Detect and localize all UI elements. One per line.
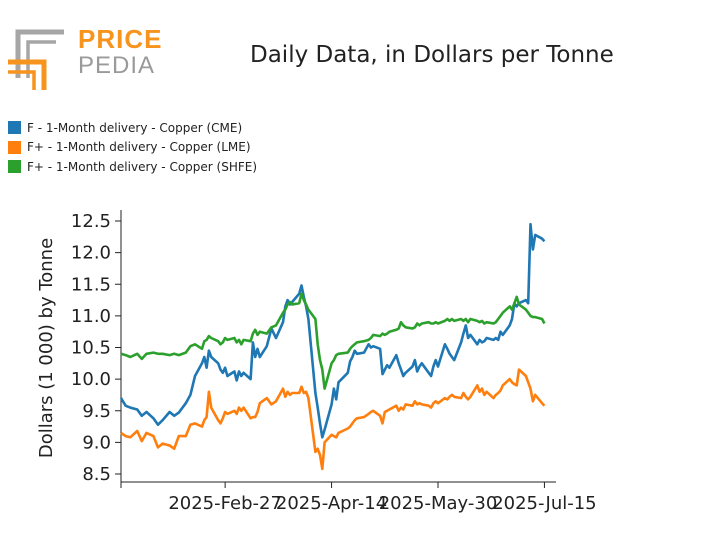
legend-item-shfe: F+ - 1-Month delivery - Copper (SHFE): [8, 157, 257, 177]
legend-label-lme: F+ - 1-Month delivery - Copper (LME): [27, 140, 251, 155]
y-axis-label: Dollars (1 000) by Tonne: [36, 238, 57, 458]
y-tick-label: 8.5: [82, 464, 111, 485]
x-tick-label: 2025-Apr-14: [276, 493, 387, 514]
legend-label-cme: F - 1-Month delivery - Copper (CME): [27, 120, 243, 135]
y-tick-label: 12.0: [71, 243, 111, 264]
pricepedia-logo: PRICE PEDIA: [0, 0, 170, 95]
y-tick-label: 12.5: [71, 211, 111, 232]
y-tick-label: 11.5: [71, 274, 111, 295]
y-tick-label: 9.5: [82, 401, 111, 422]
logo-mark-icon: [8, 29, 64, 90]
legend-swatch-shfe: [8, 160, 21, 174]
chart-title: Daily Data, in Dollars per Tonne: [250, 42, 614, 68]
y-tick-label: 9.0: [82, 432, 111, 453]
logo-word-price: PRICE: [78, 24, 163, 54]
series-line-cme: [119, 222, 546, 439]
chart-axes: 8.5 9.0 9.5 10.0 10.5 11.0 11.5 12.0 12.5 2025-Fe…: [36, 210, 597, 514]
plot-area: [119, 222, 546, 471]
legend-item-lme: F+ - 1-Month delivery - Copper (LME): [8, 138, 257, 158]
legend-label-shfe: F+ - 1-Month delivery - Copper (SHFE): [27, 159, 258, 174]
legend-item-cme: F - 1-Month delivery - Copper (CME): [8, 118, 257, 138]
series-line-shfe: [120, 292, 546, 390]
logo-word-pedia: PEDIA: [78, 52, 156, 79]
x-tick-label: 2025-Feb-27: [168, 493, 282, 514]
legend-swatch-cme: [8, 121, 21, 135]
x-tick-label: 2025-May-30: [379, 493, 498, 514]
y-tick-label: 10.5: [71, 338, 111, 359]
series-line-lme: [120, 368, 546, 471]
legend-swatch-lme: [8, 140, 21, 154]
y-tick-label: 10.0: [71, 369, 111, 390]
y-tick-label: 11.0: [71, 306, 111, 327]
x-tick-label: 2025-Jul-15: [492, 493, 596, 514]
chart-legend: F - 1-Month delivery - Copper (CME) F+ -…: [8, 118, 257, 177]
